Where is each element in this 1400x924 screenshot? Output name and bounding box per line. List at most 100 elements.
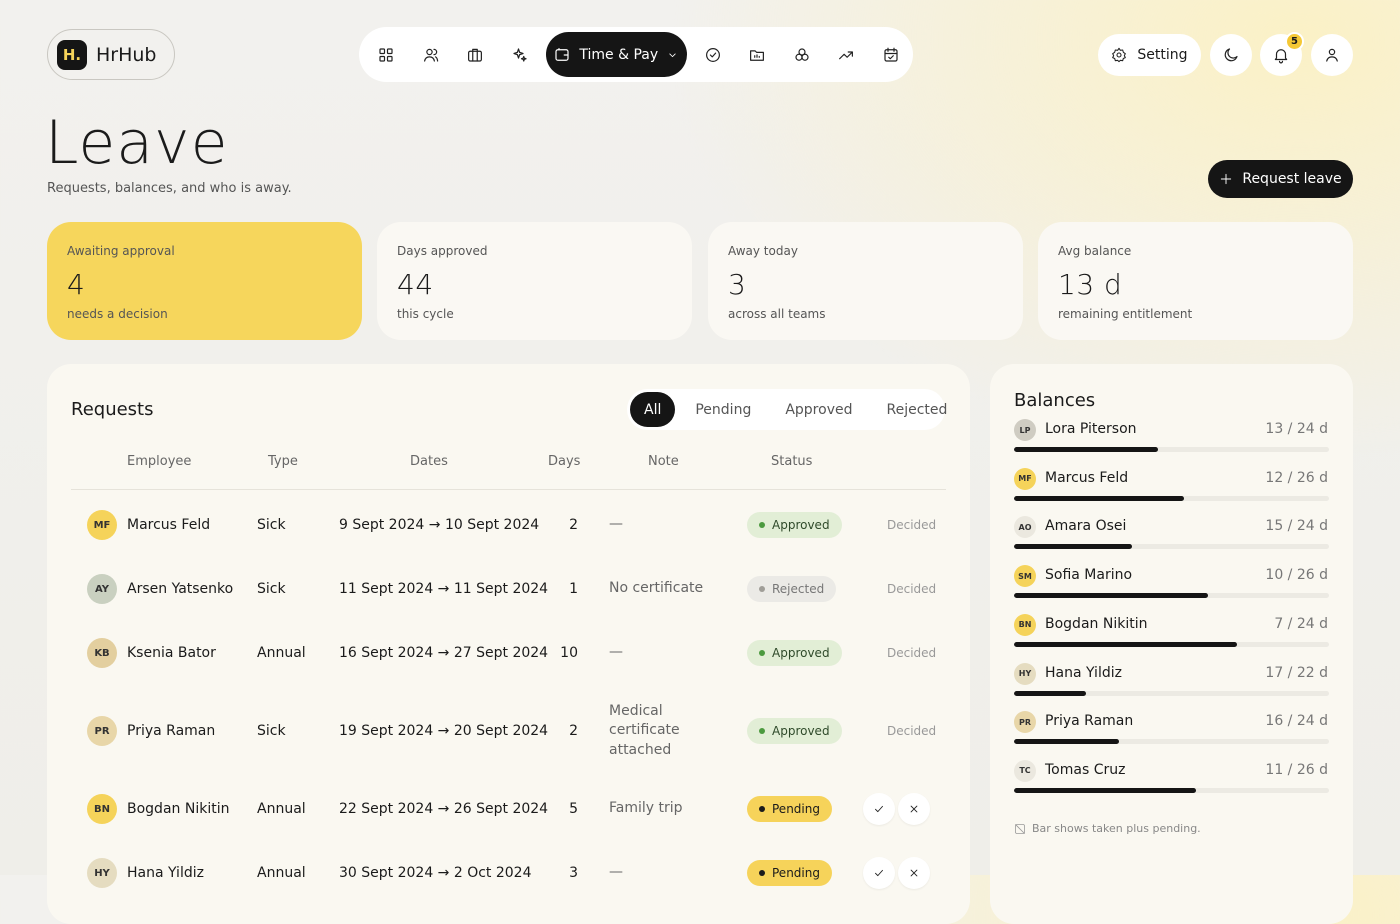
- employee-name: Priya Raman: [127, 723, 216, 739]
- balance-track: [1014, 447, 1329, 452]
- status-dot: [759, 870, 765, 876]
- stat-note: across all teams: [728, 307, 826, 321]
- column-header: Employee: [127, 454, 192, 469]
- employee-name: Ksenia Bator: [127, 645, 216, 661]
- ai-icon: [512, 47, 527, 62]
- request-leave-button[interactable]: Request leave: [1208, 160, 1353, 198]
- stat-note: needs a decision: [67, 307, 168, 321]
- approve-button[interactable]: [863, 857, 895, 889]
- leave-type: Sick: [257, 581, 286, 597]
- approve-button[interactable]: [863, 793, 895, 825]
- stat-card: Awaiting approval 4 needs a decision: [47, 222, 362, 340]
- status-badge: Pending: [747, 796, 832, 822]
- status-label: Approved: [772, 724, 830, 738]
- stat-label: Away today: [728, 244, 798, 258]
- avatar: BN: [87, 794, 117, 824]
- request-row: MF Marcus Feld Sick 9 Sept 2024 → 10 Sept 2…: [71, 493, 946, 557]
- avatar: MF: [1014, 467, 1036, 490]
- leave-type: Sick: [257, 723, 286, 739]
- balance-name: Marcus Feld: [1045, 469, 1129, 486]
- bell-icon: [1274, 49, 1288, 64]
- balance-track: [1014, 544, 1329, 550]
- row-action: Decided: [887, 724, 937, 738]
- nav-analytics[interactable]: [824, 32, 868, 77]
- column-headers: Employee Type Dates Days Note Status: [47, 454, 970, 474]
- setting-button[interactable]: Setting: [1098, 34, 1201, 76]
- balance-value: 17 / 22 d: [1265, 664, 1328, 681]
- request-row: KB Ksenia Bator Annual 16 Sept 2024 → 27 Se…: [71, 621, 946, 685]
- leave-note: No certificate: [609, 580, 704, 597]
- nav-documents[interactable]: [735, 32, 779, 77]
- row-action: Decided: [887, 646, 937, 660]
- leave-dates: 30 Sept 2024 → 2 Oct 2024: [339, 865, 532, 881]
- calendar-icon: [884, 47, 898, 62]
- balance-track: [1014, 641, 1329, 647]
- nav-jobs[interactable]: [453, 32, 497, 77]
- footnote-text: Bar shows taken plus pending.: [1032, 822, 1201, 835]
- balance-track: [1014, 739, 1329, 745]
- brand[interactable]: H. HrHub: [47, 29, 175, 80]
- balance-track: [1014, 787, 1329, 793]
- status-badge: Pending: [747, 860, 832, 886]
- leave-type: Annual: [257, 801, 306, 817]
- moon-icon: [1224, 48, 1238, 62]
- balance-bar: [1014, 544, 1133, 550]
- nav-bar: Time & Pay: [359, 27, 913, 82]
- employee-name: Arsen Yatsenko: [127, 581, 234, 597]
- nav-ai[interactable]: [497, 32, 541, 77]
- reject-button[interactable]: [898, 793, 930, 825]
- avatar: PR: [87, 716, 117, 746]
- status-label: Pending: [772, 866, 820, 880]
- avatar: KB: [87, 638, 117, 668]
- nav-active-tab[interactable]: Time & Pay: [545, 32, 687, 77]
- teams-icon: [795, 47, 809, 61]
- nav-teams[interactable]: [780, 32, 824, 77]
- balance-bar: [1014, 495, 1184, 501]
- header-divider: [71, 489, 946, 490]
- filter-tab[interactable]: Rejected: [886, 401, 948, 418]
- reject-button[interactable]: [898, 857, 930, 889]
- leave-note: —: [609, 516, 623, 533]
- page-title: Leave: [45, 108, 229, 178]
- stat-label: Awaiting approval: [67, 244, 175, 258]
- filter-tab[interactable]: All: [630, 392, 676, 427]
- leave-days: 10: [560, 645, 578, 661]
- notifications-button[interactable]: 5: [1260, 32, 1304, 76]
- nav-people[interactable]: [408, 32, 452, 77]
- notification-badge: 5: [1285, 32, 1304, 51]
- nav-calendar[interactable]: [869, 32, 913, 77]
- stat-value: 4: [67, 268, 86, 301]
- leave-days: 5: [569, 801, 578, 817]
- chevron-icon: [669, 52, 676, 57]
- stat-label: Days approved: [397, 244, 488, 258]
- leave-type: Annual: [257, 645, 306, 661]
- theme-toggle[interactable]: [1210, 34, 1252, 76]
- profile-button[interactable]: [1311, 34, 1353, 76]
- status-badge: Approved: [747, 512, 842, 538]
- balance-name: Amara Osei: [1045, 518, 1127, 535]
- status-label: Approved: [772, 646, 830, 660]
- balance-value: 16 / 24 d: [1265, 713, 1328, 730]
- nav-tasks[interactable]: [691, 32, 735, 77]
- leave-days: 3: [569, 865, 578, 881]
- status-label: Approved: [772, 518, 830, 532]
- stat-card: Away today 3 across all teams: [708, 222, 1023, 340]
- nav-dashboard[interactable]: [364, 32, 408, 77]
- stat-value: 44: [397, 268, 434, 301]
- balance-name: Priya Raman: [1045, 713, 1134, 730]
- avatar: TC: [1014, 759, 1036, 782]
- balance-track: [1014, 690, 1329, 696]
- column-header: Note: [648, 454, 679, 469]
- stat-label: Avg balance: [1058, 244, 1132, 258]
- user-icon: [1326, 48, 1338, 62]
- close-icon: [910, 805, 918, 813]
- filter-tab[interactable]: Approved: [785, 401, 853, 418]
- leave-days: 2: [569, 723, 578, 739]
- filter-tabs: All Pending Approved Rejected: [627, 389, 947, 430]
- request-row: PR Priya Raman Sick 19 Sept 2024 → 20 Sept …: [71, 685, 946, 777]
- filter-tab[interactable]: Pending: [695, 401, 752, 418]
- column-header: Days: [548, 454, 581, 469]
- column-header: Status: [771, 454, 813, 469]
- plus-icon: [1221, 173, 1232, 185]
- stat-card: Days approved 44 this cycle: [377, 222, 692, 340]
